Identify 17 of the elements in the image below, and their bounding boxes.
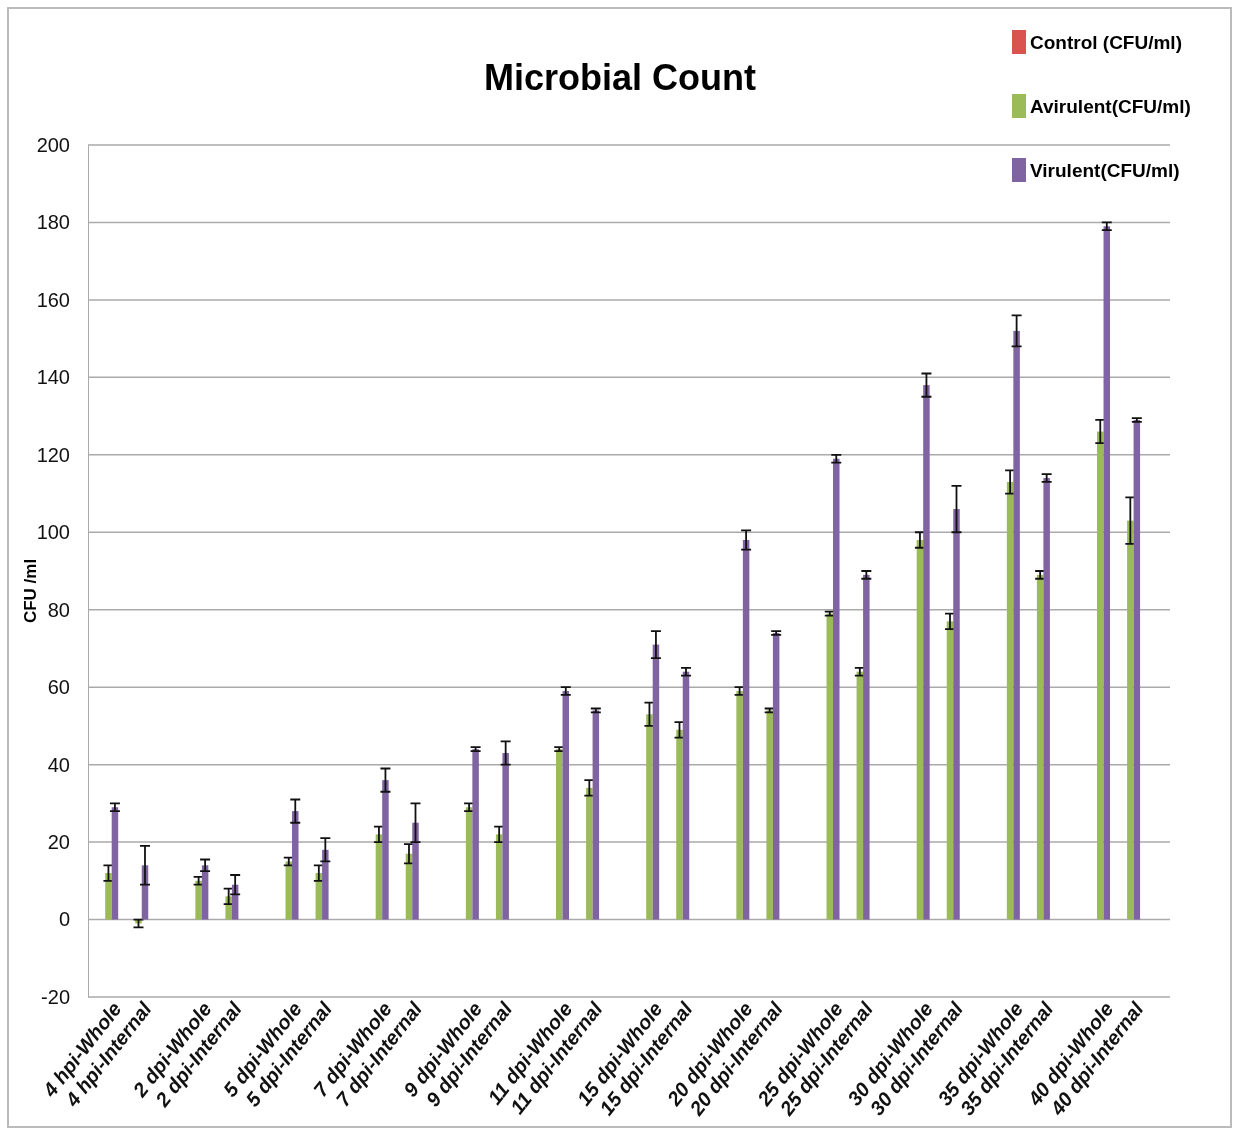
legend-label: Control (CFU/ml) — [1030, 32, 1182, 53]
legend-label: Avirulent(CFU/ml) — [1030, 96, 1191, 117]
y-tick-label: 80 — [47, 598, 70, 621]
y-tick-label: 20 — [47, 830, 70, 853]
chart-title: Microbial Count — [484, 57, 756, 98]
y-tick-label: 160 — [36, 288, 70, 311]
y-tick-label: 40 — [47, 753, 70, 776]
y-tick-label: 60 — [47, 676, 70, 699]
y-tick-label: -20 — [41, 985, 70, 1008]
y-axis-title: CFU /ml — [21, 558, 40, 624]
y-tick-label: 200 — [36, 133, 70, 156]
y-tick-label: 140 — [36, 366, 70, 389]
legend-label: Virulent(CFU/ml) — [1030, 160, 1180, 181]
y-tick-label: 0 — [58, 908, 70, 931]
y-tick-label: 120 — [36, 443, 70, 466]
y-tick-label: 100 — [36, 521, 70, 544]
y-tick-label: 180 — [36, 211, 70, 234]
